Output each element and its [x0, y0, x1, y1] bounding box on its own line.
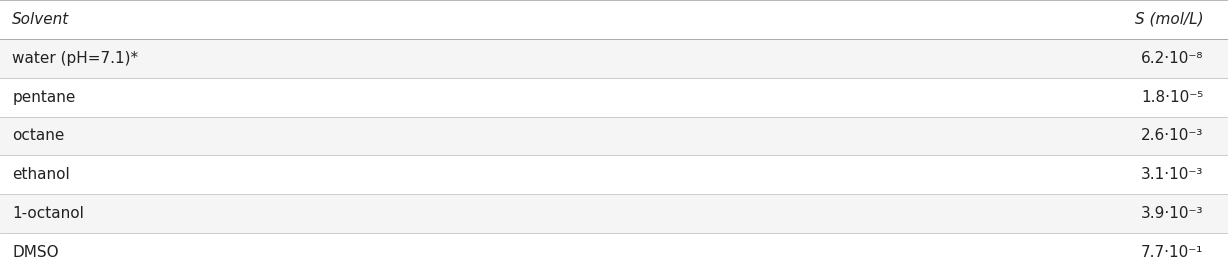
Bar	[0, 117, 1228, 155]
Text: pentane: pentane	[12, 90, 76, 105]
Text: 1-octanol: 1-octanol	[12, 206, 85, 221]
Text: octane: octane	[12, 128, 65, 144]
Bar	[0, 233, 1228, 272]
Text: 3.9·10⁻³: 3.9·10⁻³	[1141, 206, 1203, 221]
Text: 7.7·10⁻¹: 7.7·10⁻¹	[1141, 245, 1203, 260]
Text: water (pH=7.1)*: water (pH=7.1)*	[12, 51, 139, 66]
Text: Solvent: Solvent	[12, 12, 70, 27]
Bar	[0, 194, 1228, 233]
Text: 2.6·10⁻³: 2.6·10⁻³	[1141, 128, 1203, 144]
Text: 3.1·10⁻³: 3.1·10⁻³	[1141, 167, 1203, 182]
Text: 6.2·10⁻⁸: 6.2·10⁻⁸	[1141, 51, 1203, 66]
Text: 1.8·10⁻⁵: 1.8·10⁻⁵	[1141, 90, 1203, 105]
Text: ethanol: ethanol	[12, 167, 70, 182]
Bar	[0, 39, 1228, 78]
Bar	[0, 78, 1228, 117]
Bar	[0, 155, 1228, 194]
Text: DMSO: DMSO	[12, 245, 59, 260]
Bar	[0, 0, 1228, 39]
Text: S (mol/L): S (mol/L)	[1135, 12, 1203, 27]
